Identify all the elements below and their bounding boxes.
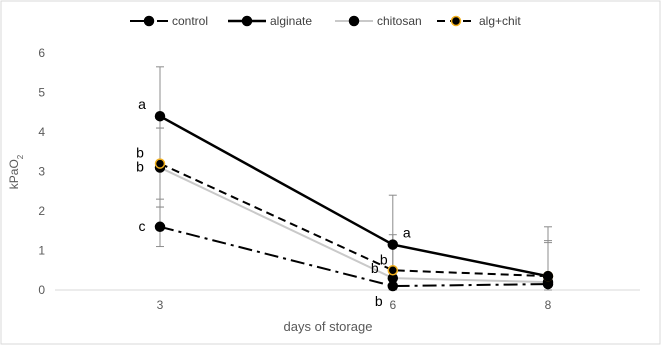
y-tick-label: 2	[38, 204, 45, 218]
significance-letter: b	[136, 159, 144, 175]
y-axis-label: kPaO2	[7, 154, 25, 189]
y-tick-label: 5	[38, 86, 45, 100]
y-tick-label: 1	[38, 244, 45, 258]
legend-marker	[241, 15, 253, 27]
y-tick-label: 3	[38, 165, 45, 179]
markers	[154, 110, 554, 292]
significance-letter: b	[380, 251, 388, 267]
data-point-alginate	[154, 110, 166, 122]
data-point-alg-chit	[154, 158, 166, 169]
y-tick-label: 6	[38, 46, 45, 60]
legend: control alginate chitosan alg+chit	[130, 14, 521, 28]
x-axis: 3 6 8	[55, 289, 640, 312]
significance-letter: c	[139, 218, 146, 234]
y-axis: 0 1 2 3 4 5 6	[38, 46, 45, 297]
legend-label: chitosan	[377, 14, 422, 28]
legend-label: control	[172, 14, 208, 28]
data-point-alg-chit	[387, 265, 399, 276]
x-tick-label: 3	[157, 298, 164, 312]
legend-marker	[450, 15, 462, 27]
legend-marker	[348, 15, 360, 27]
series-line-alg-chit	[159, 162, 549, 278]
y-tick-label: 0	[38, 283, 45, 297]
significance-letter: a	[403, 225, 411, 241]
series-line-control	[159, 225, 549, 288]
x-tick-label: 6	[389, 298, 396, 312]
data-point-alginate	[387, 239, 399, 250]
legend-marker	[143, 15, 155, 27]
y-tick-label: 4	[38, 125, 45, 139]
legend-label: alginate	[270, 14, 312, 28]
data-point-control	[154, 221, 166, 233]
significance-letter: a	[138, 96, 146, 112]
x-tick-label: 8	[545, 298, 552, 312]
significance-letter: b	[371, 260, 379, 276]
data-point-control	[387, 280, 399, 292]
data-point-alginate	[542, 270, 554, 282]
legend-label: alg+chit	[479, 14, 521, 28]
x-axis-label: days of storage	[284, 319, 373, 334]
significance-letter: b	[136, 145, 144, 161]
significance-letter: b	[375, 293, 383, 309]
